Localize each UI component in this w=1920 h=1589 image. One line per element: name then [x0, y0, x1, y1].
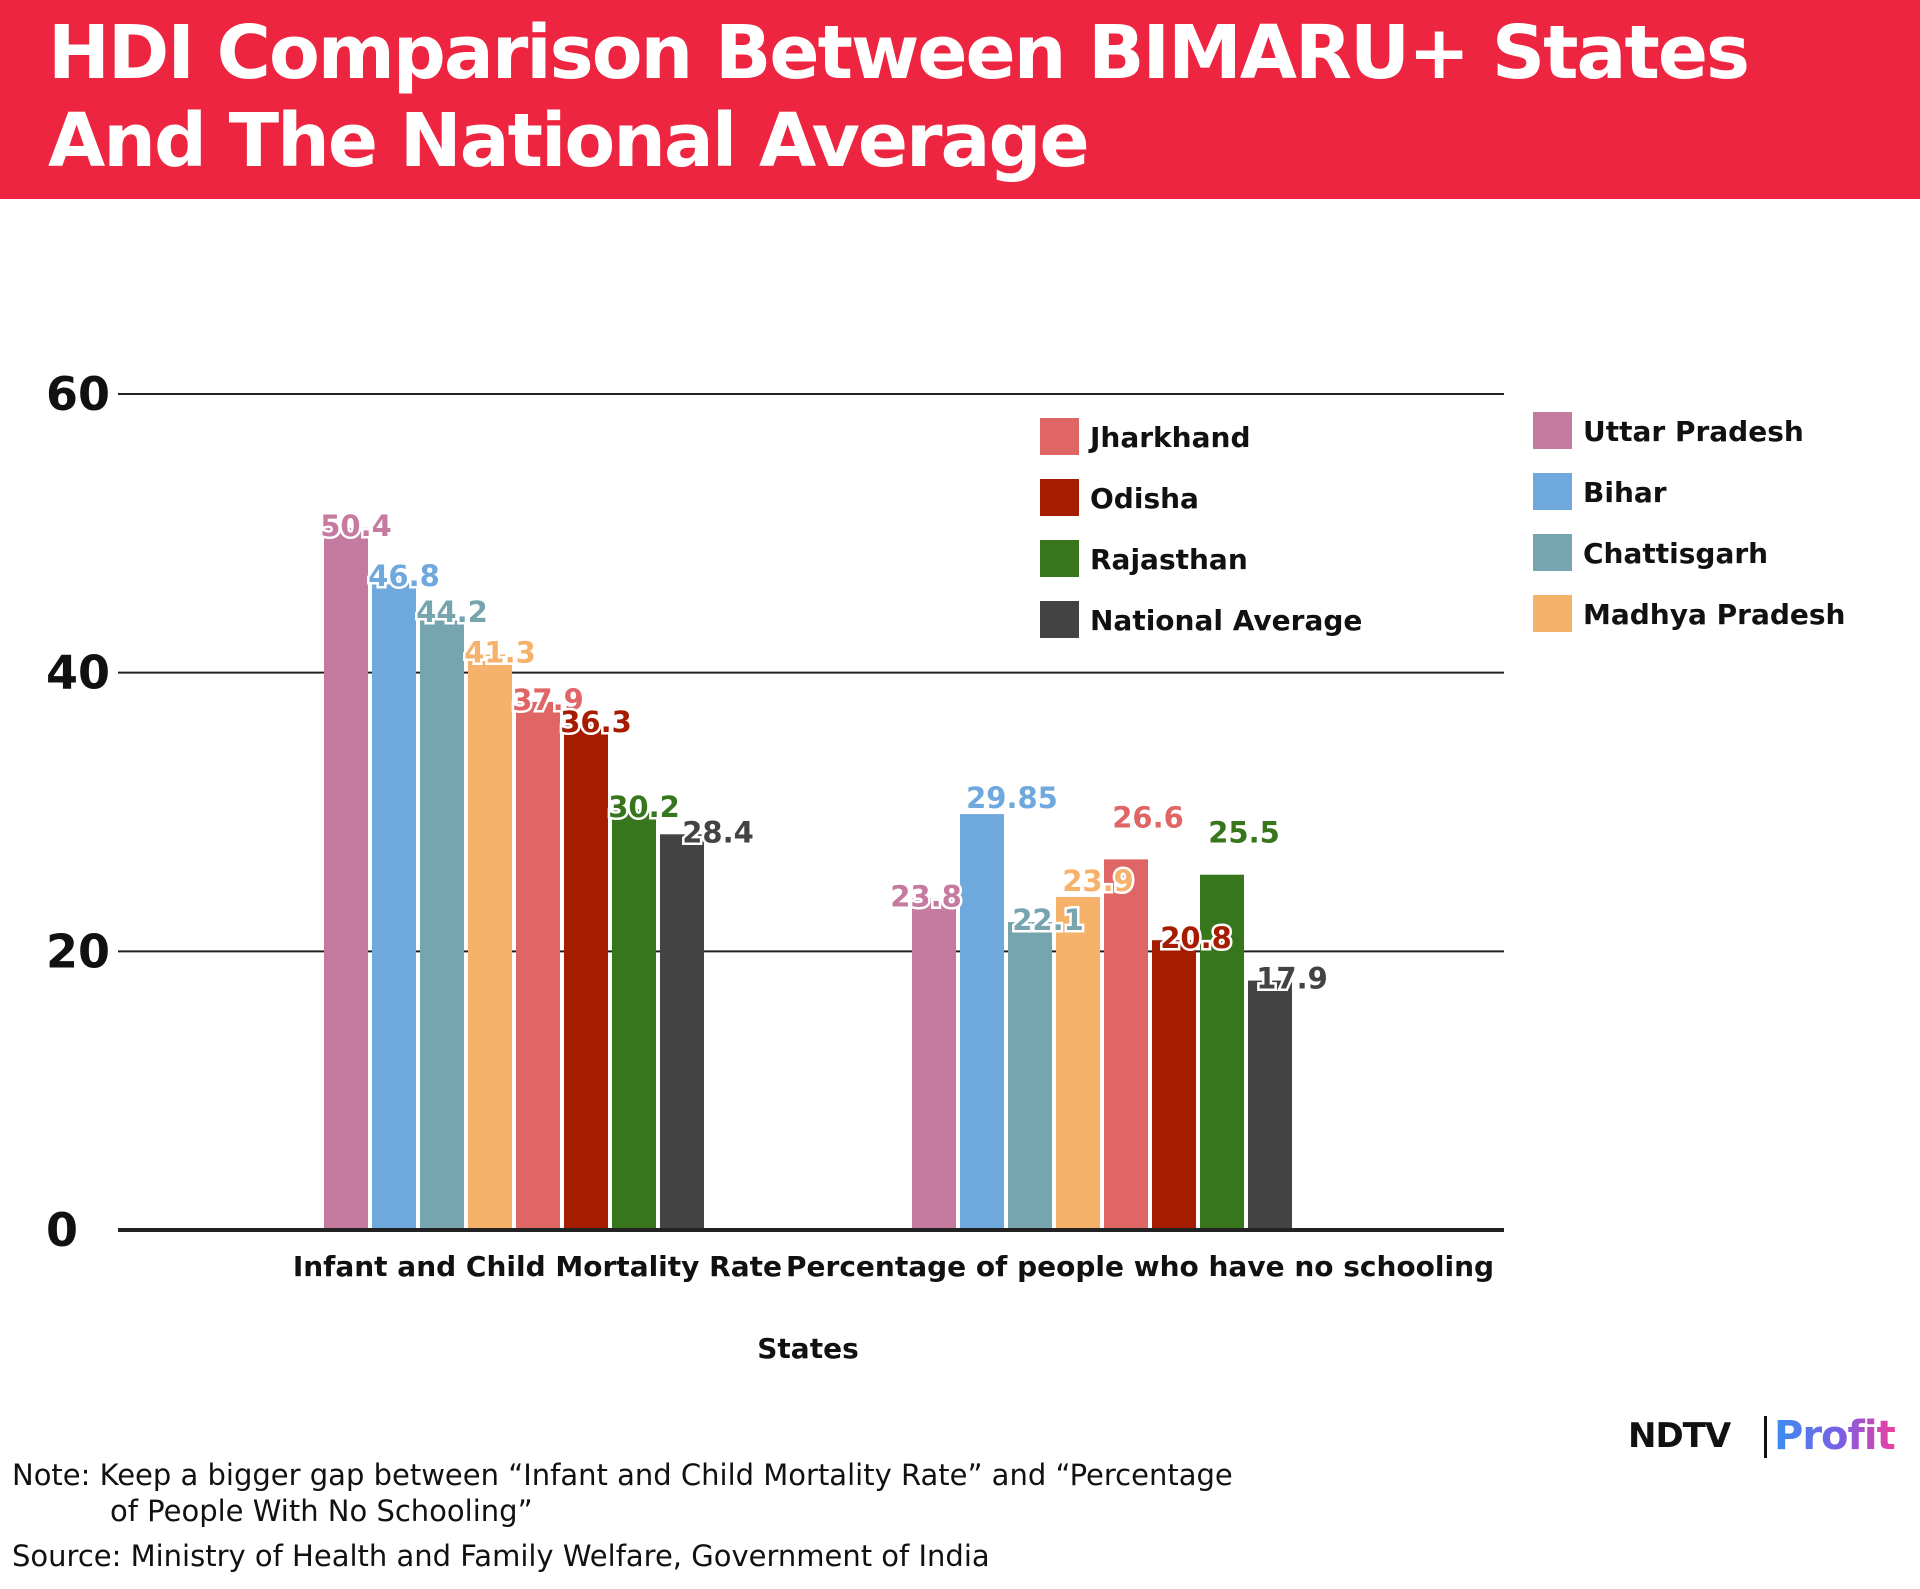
- title-banner: HDI Comparison Between BIMARU+ States An…: [0, 0, 1920, 199]
- data-label-jharkhand-0: 37.9: [512, 683, 584, 717]
- logo-product: Profit: [1774, 1413, 1896, 1459]
- data-label-madhya-pradesh-1: 23.9: [1062, 864, 1134, 898]
- data-label-rajasthan-0: 30.2: [608, 790, 680, 824]
- x-axis-title: States: [757, 1332, 859, 1365]
- legend-label-jharkhand: Jharkhand: [1088, 421, 1250, 454]
- y-tick-40: 40: [46, 646, 110, 700]
- footer-note-line-1: Note: Keep a bigger gap between “Infant …: [12, 1458, 1233, 1492]
- legend-label-odisha: Odisha: [1090, 482, 1199, 515]
- legend-swatch-madhya-pradesh: [1533, 595, 1572, 632]
- legend-swatch-national-average: [1040, 601, 1079, 638]
- legend-swatch-odisha: [1040, 479, 1079, 516]
- legend-swatch-jharkhand: [1040, 418, 1079, 455]
- data-label-jharkhand-1: 26.6: [1112, 800, 1184, 834]
- x-axis-categories: Infant and Child Mortality Rate Percentag…: [293, 1250, 1494, 1283]
- bar-chattisgarh-mortality: [420, 614, 464, 1228]
- legend: Jharkhand Odisha Rajasthan National Average…: [1040, 412, 1846, 638]
- data-label-uttar-pradesh-0: 50.4: [320, 509, 392, 543]
- legend-label-rajasthan: Rajasthan: [1090, 543, 1248, 576]
- footer-note-line-2: of People With No Schooling”: [110, 1494, 533, 1528]
- bars: [324, 527, 1292, 1228]
- x-category-no-schooling: Percentage of people who have no schooli…: [786, 1250, 1494, 1283]
- legend-label-bihar: Bihar: [1583, 476, 1667, 509]
- bar-bihar-no-schooling: [960, 814, 1004, 1228]
- y-tick-20: 20: [46, 924, 110, 978]
- data-label-odisha-1: 20.8: [1160, 921, 1232, 955]
- legend-label-chattisgarh: Chattisgarh: [1583, 537, 1768, 570]
- bar-chart: 0 20 40 60 50.4 46.844.2 41.3 37.936.3 30.228.4…: [46, 367, 1846, 1365]
- legend-swatch-chattisgarh: [1533, 534, 1572, 571]
- bar-chattisgarh-no-schooling: [1008, 922, 1052, 1228]
- data-label-uttar-pradesh-1: 23.8: [890, 879, 962, 913]
- data-label-national-average-1: 17.9: [1256, 962, 1328, 996]
- bar-uttar-pradesh-mortality: [324, 527, 368, 1228]
- bar-national-average-no-schooling: [1248, 980, 1292, 1228]
- data-label-odisha-0: 36.3: [560, 705, 632, 739]
- logo-separator: [1764, 1416, 1767, 1458]
- bar-odisha-no-schooling: [1152, 940, 1196, 1228]
- data-label-chattisgarh-0: 44.2: [416, 595, 488, 629]
- bar-rajasthan-mortality: [612, 809, 656, 1228]
- bar-national-average-mortality: [660, 834, 704, 1228]
- data-label-rajasthan-1: 25.5: [1208, 816, 1280, 850]
- ndtv-profit-logo: NDTV Profit: [1628, 1412, 1908, 1462]
- legend-swatch-bihar: [1533, 473, 1572, 510]
- data-labels: 50.4 46.844.2 41.3 37.936.3 30.228.4 23.8 29.8…: [318, 506, 1331, 998]
- chart-title-line-2: And The National Average: [48, 98, 1090, 184]
- bar-madhya-pradesh-no-schooling: [1056, 896, 1100, 1228]
- data-label-madhya-pradesh-0: 41.3: [464, 636, 536, 670]
- data-label-bihar-1: 29.85: [966, 781, 1058, 815]
- chart-title-line-1: HDI Comparison Between BIMARU+ States: [48, 10, 1750, 96]
- y-tick-60: 60: [46, 367, 110, 421]
- y-tick-0: 0: [46, 1203, 78, 1257]
- bar-uttar-pradesh-no-schooling: [912, 898, 956, 1228]
- legend-label-national-average: National Average: [1090, 604, 1362, 637]
- footer-source: Source: Ministry of Health and Family We…: [12, 1539, 990, 1573]
- legend-swatch-rajasthan: [1040, 540, 1079, 577]
- legend-label-madhya-pradesh: Madhya Pradesh: [1583, 598, 1846, 631]
- x-category-mortality: Infant and Child Mortality Rate: [293, 1250, 782, 1283]
- data-label-chattisgarh-1: 22.1: [1012, 903, 1084, 937]
- data-label-bihar-0: 46.8: [368, 559, 440, 593]
- bar-madhya-pradesh-mortality: [468, 654, 512, 1228]
- bar-bihar-mortality: [372, 577, 416, 1228]
- data-label-national-average-0: 28.4: [682, 815, 754, 849]
- bar-jharkhand-mortality: [516, 701, 560, 1228]
- bar-odisha-mortality: [564, 724, 608, 1228]
- y-axis-ticks: 0 20 40 60: [46, 367, 110, 1257]
- legend-swatch-uttar-pradesh: [1533, 412, 1572, 449]
- logo-brand: NDTV: [1628, 1416, 1731, 1456]
- bar-jharkhand-no-schooling: [1104, 859, 1148, 1228]
- bar-rajasthan-no-schooling: [1200, 874, 1244, 1228]
- legend-label-uttar-pradesh: Uttar Pradesh: [1583, 415, 1804, 448]
